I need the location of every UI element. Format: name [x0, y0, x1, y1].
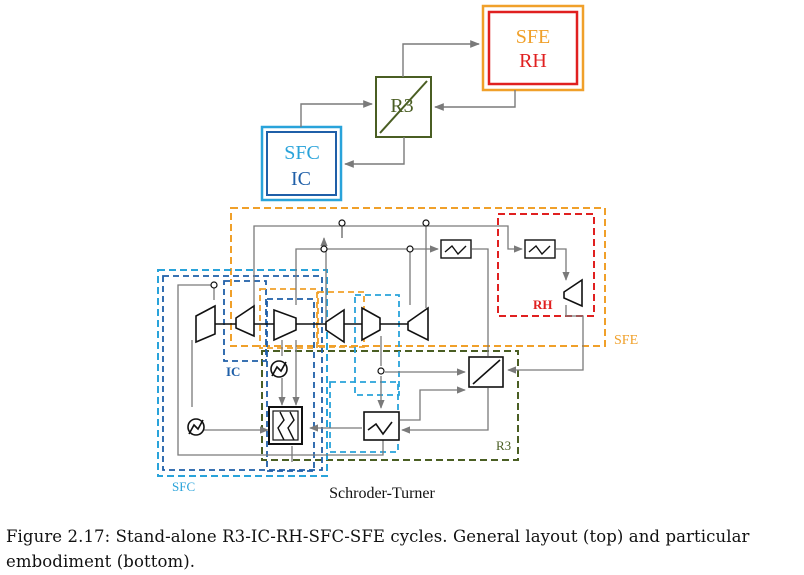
heat-exchanger-main [268, 406, 303, 445]
caption-line-1: Figure 2.17: Stand-alone R3-IC-RH-SFC-SF… [6, 527, 750, 546]
r3-diagonal [379, 80, 428, 134]
flow-sfc-to-r3 [300, 100, 373, 127]
caption-line-2: embodiment (bottom). [6, 552, 196, 571]
flow-rh-to-turbine [556, 248, 570, 281]
flow-r3-down [401, 388, 489, 434]
junction-node [406, 245, 414, 253]
flow-top-line-b [295, 248, 411, 305]
heat-exchanger-rh [524, 239, 556, 259]
bottom-ic-label: IC [226, 364, 240, 379]
sfe-inner-dashed-1 [259, 288, 318, 349]
top-sfe-label: SFE [516, 26, 550, 48]
top-rh-label: RH [519, 50, 547, 72]
flow-sfe-to-r3 [434, 90, 516, 111]
rh-dashed-box [497, 213, 595, 317]
ic-dashed-box-2 [266, 298, 315, 472]
compressor-3 [361, 306, 381, 342]
sfe-dashed-box [230, 207, 606, 347]
sfc-dashed-box-outer [157, 269, 328, 477]
bottom-rh-label: RH [533, 297, 553, 312]
heat-sink-icon [187, 418, 205, 436]
flow-hx-to-r3 [400, 386, 466, 421]
sfe-rh-box-outer [481, 4, 585, 92]
bottom-sfe-label: SFE [614, 333, 638, 348]
rh-turbine [563, 278, 583, 308]
turbine-2 [325, 308, 345, 344]
flow-left-loop [177, 284, 384, 456]
ic-dashed-box-1 [223, 280, 267, 362]
junction-node [210, 281, 218, 289]
top-sfc-label: SFC [284, 142, 320, 164]
heat-exchanger-lower [363, 411, 400, 441]
sfc-dashed-box-inner [162, 275, 323, 471]
sfc-ic-box-inner [266, 131, 337, 196]
turbine-3 [407, 306, 429, 342]
general-layout: SFE RH R3 SFC IC [260, 4, 585, 202]
recuperator [468, 356, 504, 388]
top-ic-label: IC [291, 168, 311, 190]
heat-exchanger-1 [440, 239, 472, 259]
particular-embodiment: SFE RH IC R3 SFC Schroder-Turner [157, 207, 638, 502]
junction-node [377, 367, 385, 375]
junction-node [422, 219, 430, 227]
bottom-r3-label: R3 [496, 438, 511, 453]
diagram-name: Schroder-Turner [329, 485, 435, 502]
junction-node [320, 245, 328, 253]
compressor-2 [273, 308, 297, 342]
junction-node [338, 219, 346, 227]
heat-source-icon [270, 360, 288, 378]
figure-caption: Figure 2.17: Stand-alone R3-IC-RH-SFC-SF… [6, 524, 802, 574]
turbine-1 [235, 304, 255, 338]
r3-dashed-box [261, 350, 519, 461]
flow-hx1-back [472, 248, 489, 356]
compressor-1 [195, 304, 216, 344]
flow-rh-feed [426, 225, 523, 253]
cycle-diagram: SFE RH R3 SFC IC [157, 4, 638, 502]
flow-r3-to-sfe [402, 40, 480, 77]
flow-rh-out [507, 305, 584, 374]
top-r3-label: R3 [390, 95, 413, 117]
flow-r3-to-sfc [344, 137, 405, 168]
sfe-rh-box-inner [487, 10, 579, 86]
sfc-inner-dashed-3 [354, 294, 400, 396]
bottom-sfc-label: SFC [172, 479, 195, 494]
